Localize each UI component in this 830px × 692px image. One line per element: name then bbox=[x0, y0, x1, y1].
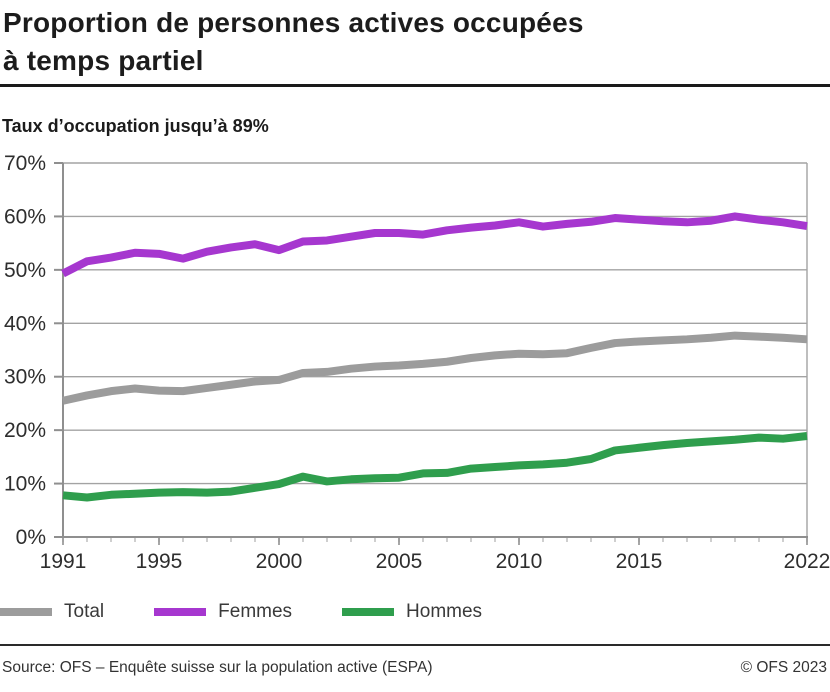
svg-text:40%: 40% bbox=[4, 312, 46, 335]
copyright-text: © OFS 2023 bbox=[740, 659, 827, 676]
footer-divider bbox=[0, 644, 830, 646]
svg-text:2000: 2000 bbox=[256, 550, 303, 573]
title-divider bbox=[0, 84, 830, 87]
legend-item-total: Total bbox=[0, 601, 104, 623]
svg-text:10%: 10% bbox=[4, 473, 46, 496]
page-title: Proportion de personnes actives occupées… bbox=[3, 4, 827, 80]
chart-subtitle: Taux d’occupation jusqu’à 89% bbox=[2, 116, 269, 136]
svg-text:50%: 50% bbox=[4, 259, 46, 282]
svg-text:2015: 2015 bbox=[616, 550, 663, 573]
svg-text:2022: 2022 bbox=[784, 550, 830, 573]
svg-text:0%: 0% bbox=[16, 526, 46, 549]
svg-text:1991: 1991 bbox=[40, 550, 87, 573]
svg-text:60%: 60% bbox=[4, 205, 46, 228]
legend-item-hommes: Hommes bbox=[342, 601, 482, 623]
svg-text:20%: 20% bbox=[4, 419, 46, 442]
legend-swatch-femmes bbox=[154, 608, 207, 616]
legend-swatch-hommes bbox=[342, 608, 395, 616]
svg-text:30%: 30% bbox=[4, 366, 46, 389]
page-title-line1: Proportion de personnes actives occupées bbox=[3, 7, 584, 38]
source-text: Source: OFS – Enquête suisse sur la popu… bbox=[2, 659, 433, 676]
svg-text:2010: 2010 bbox=[496, 550, 543, 573]
svg-text:1995: 1995 bbox=[136, 550, 183, 573]
footer: Source: OFS – Enquête suisse sur la popu… bbox=[2, 659, 827, 677]
legend-label-total: Total bbox=[64, 601, 105, 622]
svg-text:70%: 70% bbox=[4, 152, 46, 175]
legend-label-femmes: Femmes bbox=[218, 601, 293, 622]
line-chart: 0% 10% 20% 30% 40% 50% 60% 70% 1991 1995 2000 2005 2… bbox=[0, 150, 830, 600]
legend-label-hommes: Hommes bbox=[406, 601, 483, 622]
legend-item-femmes: Femmes bbox=[154, 601, 292, 623]
chart-canvas: 0% 10% 20% 30% 40% 50% 60% 70% 1991 1995 2000 2005 2… bbox=[4, 152, 830, 573]
svg-text:2005: 2005 bbox=[376, 550, 423, 573]
chart-legend: Total Femmes Hommes bbox=[0, 600, 482, 624]
page-title-line2: à temps partiel bbox=[3, 45, 204, 76]
legend-swatch-total bbox=[0, 608, 52, 616]
